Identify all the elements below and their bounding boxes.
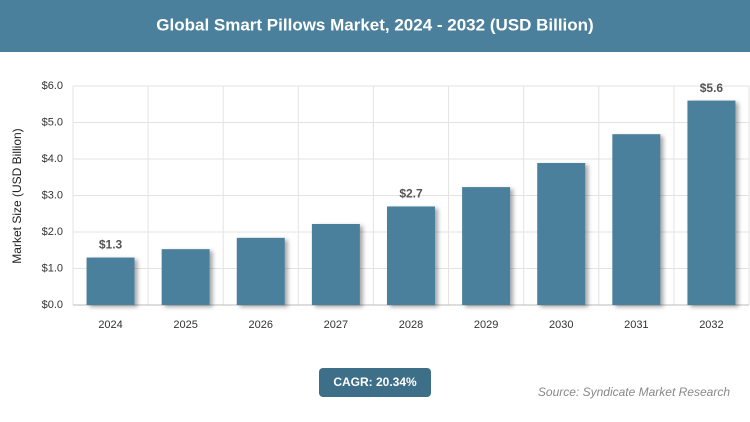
x-tick-label: 2031: [624, 319, 648, 331]
bar: [236, 237, 285, 305]
value-label: $1.3: [99, 238, 123, 252]
y-tick-label: $3.0: [42, 189, 63, 201]
y-tick-label: $5.0: [42, 116, 63, 128]
x-tick-label: 2026: [249, 319, 273, 331]
source-note: Source: Syndicate Market Research: [538, 385, 730, 399]
bar: [161, 249, 210, 305]
y-tick-label: $0.0: [42, 299, 63, 311]
cagr-box: [319, 368, 431, 397]
y-tick-label: $2.0: [42, 226, 63, 238]
y-tick-label: $4.0: [42, 153, 63, 165]
x-tick-label: 2025: [173, 319, 197, 331]
bar: [537, 163, 586, 305]
x-tick-label: 2030: [549, 319, 573, 331]
value-label: $2.7: [399, 187, 423, 201]
x-tick-label: 2024: [98, 319, 122, 331]
bar: [387, 206, 435, 305]
cagr-label: CAGR: 20.34%: [333, 375, 417, 389]
bar: [86, 257, 135, 305]
bar: [462, 187, 511, 305]
bar: [612, 134, 661, 305]
title-banner: [0, 0, 750, 52]
y-tick-label: $6.0: [42, 80, 63, 92]
y-axis-label: Market Size (USD Billion): [10, 128, 24, 263]
chart-title: Global Smart Pillows Market, 2024 - 2032…: [156, 15, 593, 34]
bar: [311, 223, 360, 305]
bar: [687, 100, 736, 305]
x-tick-label: 2032: [699, 319, 723, 331]
x-tick-label: 2028: [399, 319, 423, 331]
y-tick-label: $1.0: [42, 262, 63, 274]
x-tick-label: 2027: [324, 319, 348, 331]
value-label: $5.6: [700, 81, 724, 95]
x-tick-label: 2029: [474, 319, 498, 331]
